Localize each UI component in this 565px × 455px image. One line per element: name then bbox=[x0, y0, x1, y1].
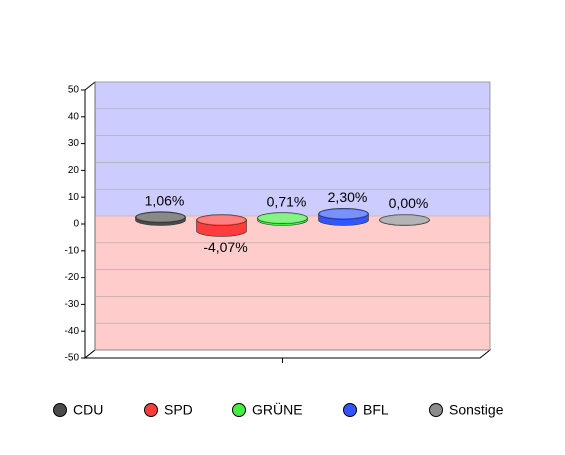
value-label: 1,06% bbox=[145, 192, 185, 208]
bar-top-highlight bbox=[258, 213, 307, 223]
legend-marker bbox=[343, 403, 357, 417]
y-tick-label: 0 bbox=[73, 219, 79, 230]
bar bbox=[379, 214, 430, 226]
y-tick-label: 20 bbox=[68, 165, 80, 176]
y-tick-label: -30 bbox=[65, 299, 80, 310]
legend-marker bbox=[144, 403, 158, 417]
legend-marker bbox=[429, 403, 443, 417]
legend-label: CDU bbox=[73, 402, 103, 418]
y-tick-label: 30 bbox=[68, 138, 80, 149]
value-label: -4,07% bbox=[203, 239, 247, 255]
bar bbox=[257, 212, 308, 226]
back-wall-positive bbox=[95, 82, 490, 216]
value-label: 0,00% bbox=[389, 195, 429, 211]
bar bbox=[135, 211, 186, 226]
y-tick-label: 40 bbox=[68, 111, 80, 122]
y-tick-label: 10 bbox=[68, 192, 80, 203]
y-tick-label: -50 bbox=[65, 353, 80, 364]
back-wall-negative bbox=[95, 216, 490, 350]
bar-top-highlight bbox=[380, 215, 429, 225]
legend-label: SPD bbox=[164, 402, 193, 418]
legend-label: GRÜNE bbox=[252, 401, 303, 418]
bar bbox=[318, 208, 369, 226]
y-tick-label: -40 bbox=[65, 326, 80, 337]
bar-top bbox=[318, 208, 369, 220]
y-tick-label: -20 bbox=[65, 272, 80, 283]
bar-top-highlight bbox=[197, 215, 246, 225]
bar-top bbox=[135, 211, 186, 223]
legend-label: BFL bbox=[363, 402, 389, 418]
y-tick-label: 50 bbox=[68, 85, 80, 96]
bar-top bbox=[196, 214, 247, 226]
bar bbox=[196, 214, 247, 237]
value-label: 0,71% bbox=[267, 193, 307, 209]
legend-label: Sonstige bbox=[449, 402, 504, 418]
legend-marker bbox=[53, 403, 67, 417]
bar-top bbox=[379, 214, 430, 226]
bar-top-highlight bbox=[136, 212, 185, 222]
bar-top-highlight bbox=[319, 209, 368, 219]
floor bbox=[83, 349, 492, 359]
y-tick-label: -10 bbox=[65, 245, 80, 256]
bar-top bbox=[257, 212, 308, 224]
side-wall bbox=[84, 80, 96, 360]
legend-marker bbox=[232, 403, 246, 417]
value-label: 2,30% bbox=[328, 189, 368, 205]
